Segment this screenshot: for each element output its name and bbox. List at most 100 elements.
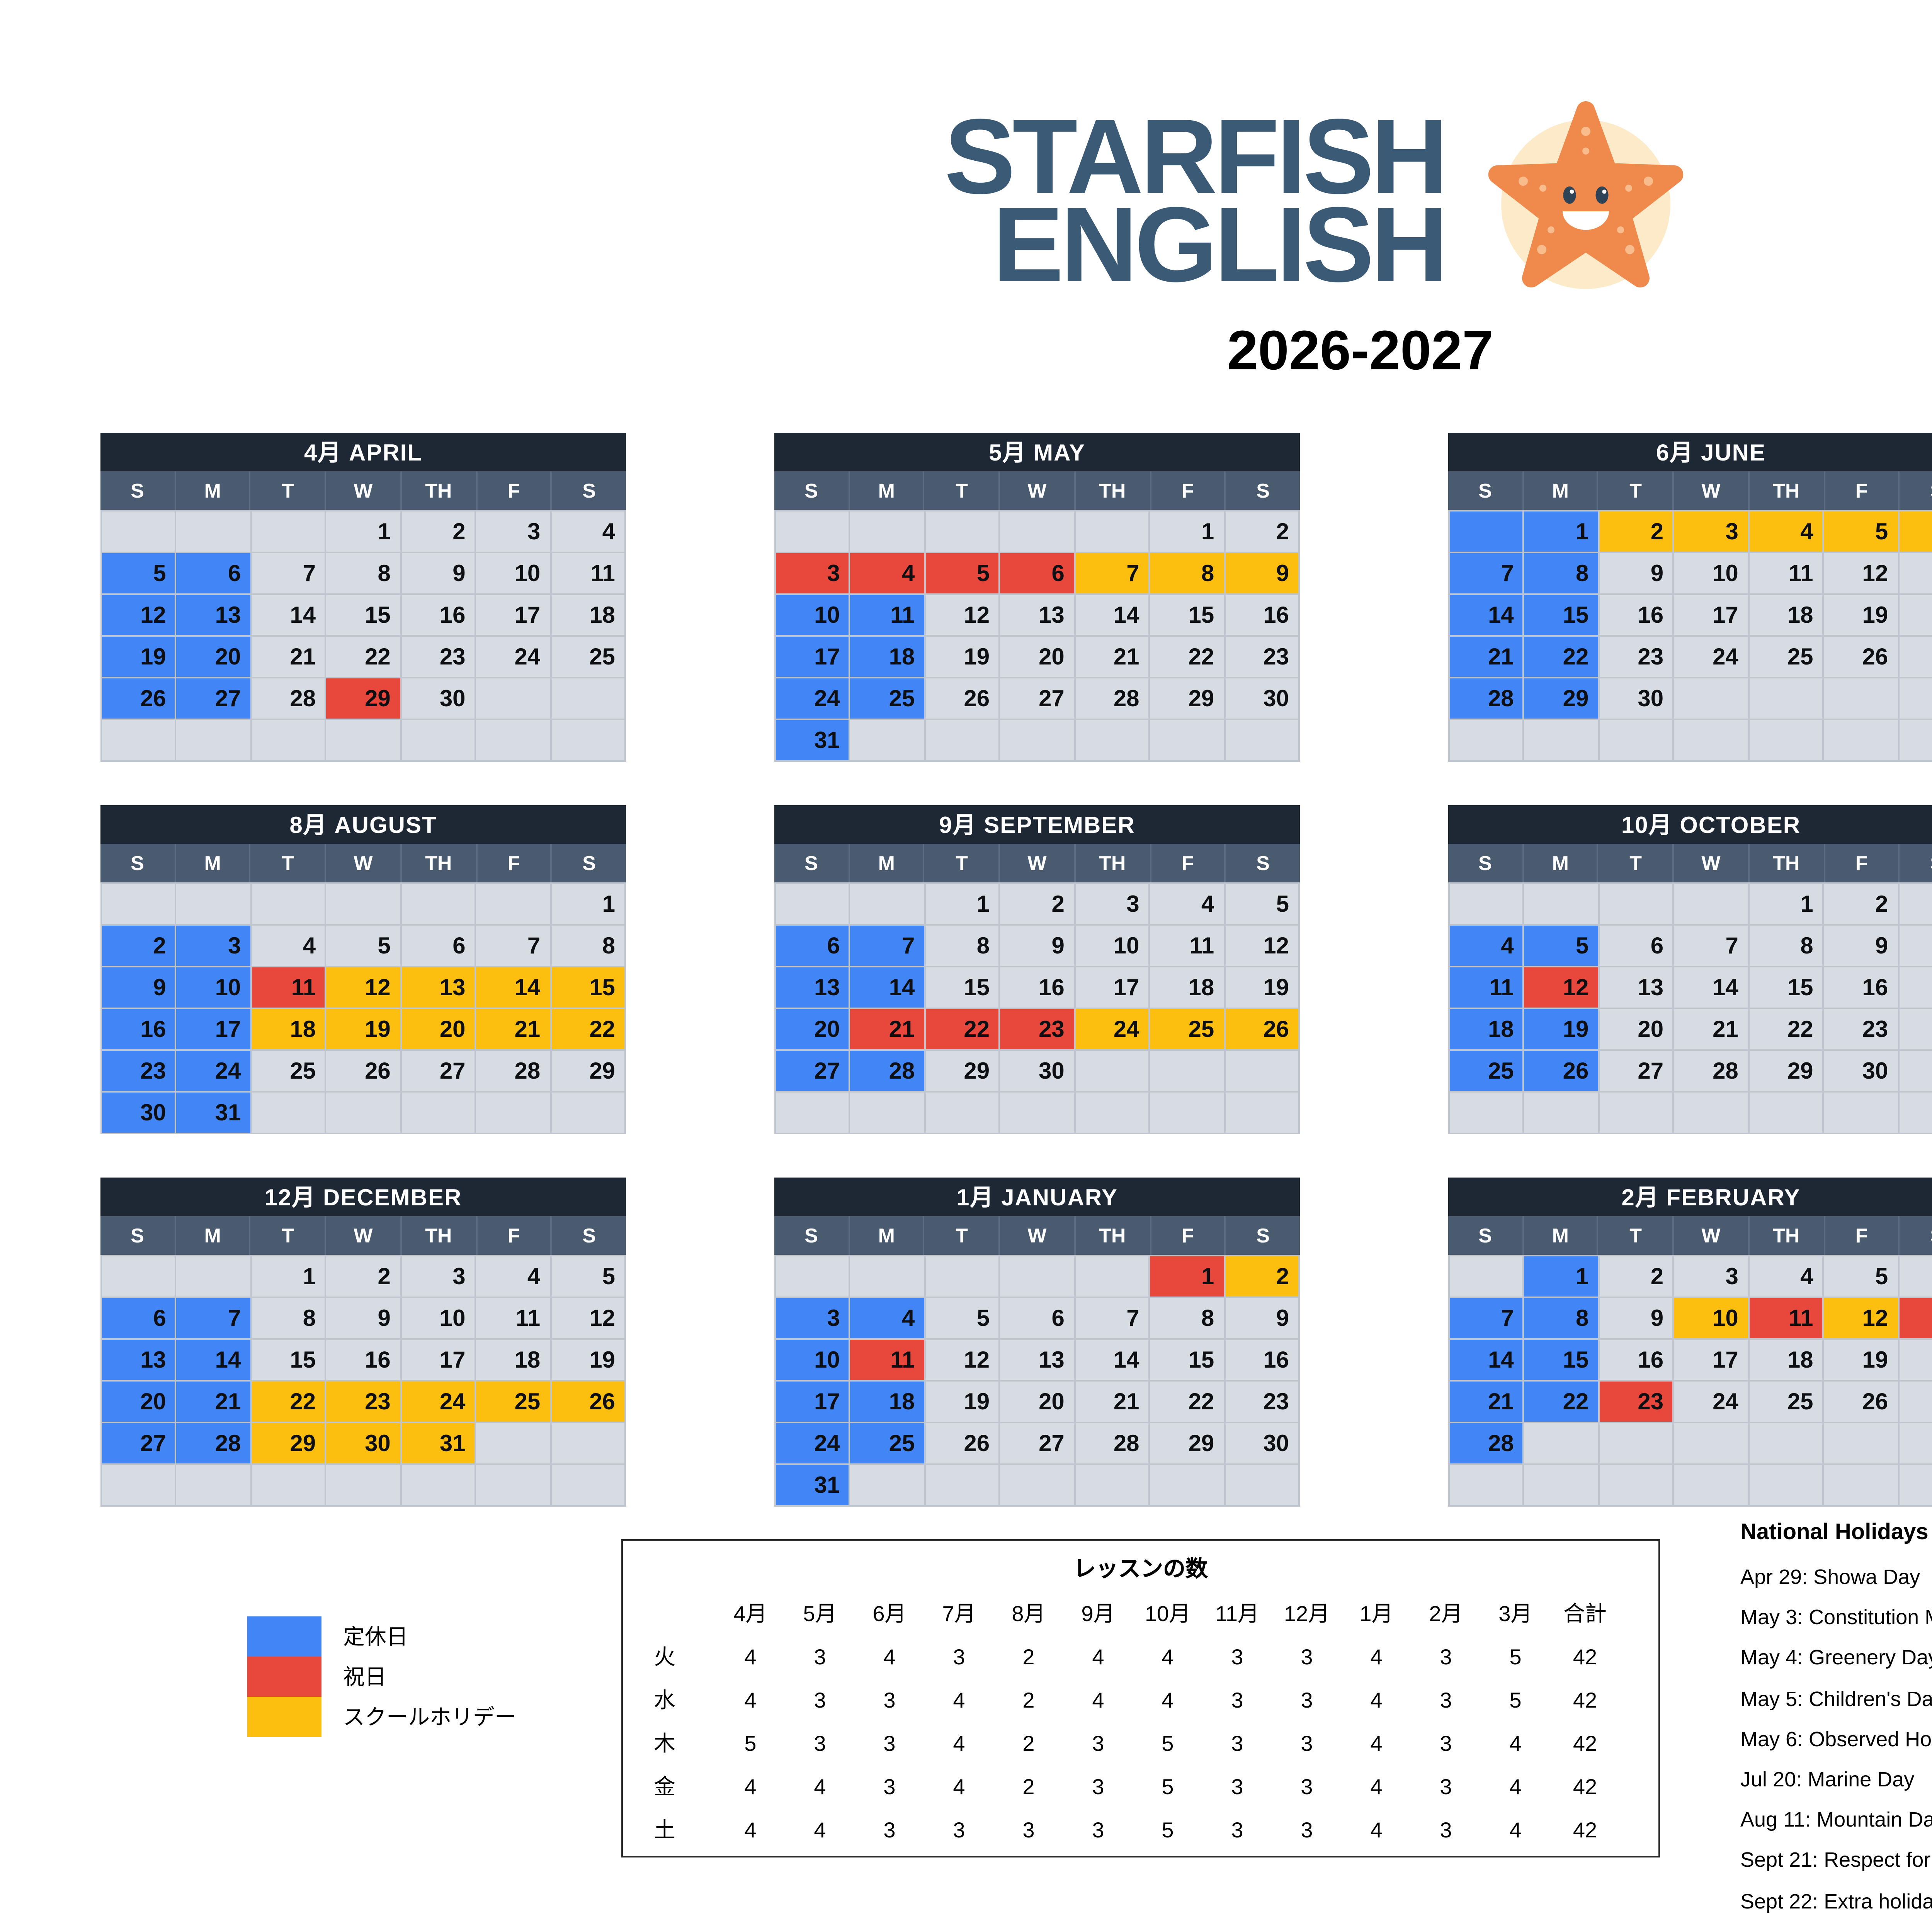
lesson-value: 42 bbox=[1573, 1817, 1597, 1842]
lesson-value: 5 bbox=[1162, 1817, 1174, 1842]
month-october: 10月 OCTOBERSMTWTHFS123456789101112131415… bbox=[1448, 805, 1932, 1134]
day-cell: 11 bbox=[850, 595, 924, 635]
day-cell: 17 bbox=[776, 1382, 849, 1422]
weekday-header: M bbox=[1523, 1216, 1597, 1255]
day-cell: 19 bbox=[1225, 967, 1298, 1008]
day-cell: 6 bbox=[1899, 512, 1932, 552]
day-cell: 8 bbox=[1150, 553, 1224, 593]
day-cell: 30 bbox=[327, 1423, 400, 1463]
day-cell bbox=[850, 884, 924, 924]
day-cell: 12 bbox=[1524, 967, 1598, 1008]
day-cell bbox=[1075, 1051, 1149, 1091]
day-cell: 31 bbox=[1899, 1051, 1932, 1091]
day-cell: 3 bbox=[177, 926, 250, 966]
legend-label: 祝日 bbox=[343, 1664, 386, 1689]
day-cell: 29 bbox=[551, 1051, 624, 1091]
lesson-col-header: 合計 bbox=[1563, 1601, 1607, 1626]
day-cell: 12 bbox=[925, 595, 999, 635]
day-cell: 14 bbox=[1075, 1340, 1149, 1380]
day-cell: 30 bbox=[1000, 1051, 1074, 1091]
weekday-header: M bbox=[175, 471, 250, 510]
day-cell: 10 bbox=[401, 1298, 475, 1338]
weekday-header: T bbox=[251, 1216, 325, 1255]
day-cell bbox=[1075, 512, 1149, 552]
day-cell: 8 bbox=[1150, 1298, 1224, 1338]
day-cell bbox=[1450, 720, 1523, 760]
day-cell bbox=[252, 512, 325, 552]
day-cell: 8 bbox=[1749, 926, 1823, 966]
day-cell: 8 bbox=[1524, 1298, 1598, 1338]
weekday-header: M bbox=[849, 471, 923, 510]
weekday-header: F bbox=[477, 471, 551, 510]
day-cell: 2 bbox=[1599, 1256, 1673, 1297]
day-cell bbox=[1075, 1256, 1149, 1297]
day-cell: 25 bbox=[1150, 1009, 1224, 1049]
day-cell: 28 bbox=[1674, 1051, 1748, 1091]
day-cell bbox=[1674, 1423, 1748, 1463]
weekday-header: F bbox=[1151, 471, 1225, 510]
day-cell: 12 bbox=[102, 595, 175, 635]
day-cell: 7 bbox=[1450, 1298, 1523, 1338]
day-cell: 9 bbox=[1599, 553, 1673, 593]
legend: 定休日 祝日 スクールホリデー bbox=[247, 1616, 516, 1737]
lesson-value: 3 bbox=[1301, 1687, 1313, 1712]
day-cell: 23 bbox=[401, 637, 475, 677]
day-cell: 25 bbox=[1749, 637, 1823, 677]
lesson-value: 3 bbox=[1092, 1817, 1104, 1842]
day-cell: 26 bbox=[925, 678, 999, 719]
holiday-item: Sept 22: Extra holiday for Silver Week bbox=[1740, 1889, 1932, 1912]
day-cell bbox=[1899, 720, 1932, 760]
day-cell: 13 bbox=[401, 967, 475, 1008]
month-april: 4月 APRIL S M T W TH F S 1 2 3 4 5 6 7 8 9 10 11 12 13 14 15 16 1… bbox=[100, 433, 626, 762]
day-cell bbox=[1075, 1093, 1149, 1133]
lesson-col-header: 7月 bbox=[942, 1601, 976, 1626]
day-cell: 11 bbox=[850, 1340, 924, 1380]
day-cell: 30 bbox=[1824, 1051, 1898, 1091]
day-cell: 11 bbox=[1150, 926, 1224, 966]
day-cell: 10 bbox=[776, 595, 849, 635]
day-cell bbox=[776, 1256, 849, 1297]
day-cell bbox=[925, 1093, 999, 1133]
lesson-value: 3 bbox=[883, 1774, 896, 1799]
month-body: 1234567891011121314151617181920212223242… bbox=[1448, 510, 1932, 762]
day-cell bbox=[776, 1093, 849, 1133]
lesson-value: 3 bbox=[953, 1644, 965, 1669]
day-cell bbox=[850, 1093, 924, 1133]
day-cell bbox=[327, 1465, 400, 1505]
day-cell: 23 bbox=[1225, 1382, 1298, 1422]
weekday-header: T bbox=[251, 844, 325, 882]
day-cell: 16 bbox=[1225, 595, 1298, 635]
weekday-header: S bbox=[774, 471, 848, 510]
day-cell: 21 bbox=[1899, 1340, 1932, 1380]
day-cell: 2 bbox=[1225, 512, 1298, 552]
lesson-corner bbox=[648, 1592, 716, 1635]
day-cell: 14 bbox=[1450, 595, 1523, 635]
lesson-col-header: 8月 bbox=[1012, 1601, 1046, 1626]
holiday-item: Aug 11: Mountain Day bbox=[1740, 1808, 1932, 1832]
day-cell: 27 bbox=[1000, 678, 1074, 719]
day-cell: 5 bbox=[1824, 1256, 1898, 1297]
lesson-value: 3 bbox=[1092, 1774, 1104, 1799]
day-cell: 3 bbox=[776, 553, 849, 593]
weekday-header: S bbox=[552, 844, 626, 882]
month-title: 1月 JANUARY bbox=[774, 1178, 1300, 1216]
day-cell: 25 bbox=[850, 678, 924, 719]
day-cell: 1 bbox=[252, 1256, 325, 1297]
day-cell: 4 bbox=[476, 1256, 550, 1297]
lesson-value: 2 bbox=[1022, 1731, 1035, 1755]
day-cell bbox=[102, 720, 175, 760]
day-cell bbox=[1225, 1051, 1298, 1091]
lesson-value: 3 bbox=[883, 1731, 896, 1755]
weekday-header: S bbox=[1226, 1216, 1300, 1255]
day-cell: 15 bbox=[551, 967, 624, 1008]
day-cell: 9 bbox=[1225, 553, 1298, 593]
day-cell: 24 bbox=[776, 678, 849, 719]
day-cell bbox=[551, 678, 624, 719]
lesson-col-header: 12月 bbox=[1284, 1601, 1330, 1626]
day-cell bbox=[850, 720, 924, 760]
weekday-header: F bbox=[1825, 1216, 1899, 1255]
day-cell: 16 bbox=[1599, 1340, 1673, 1380]
